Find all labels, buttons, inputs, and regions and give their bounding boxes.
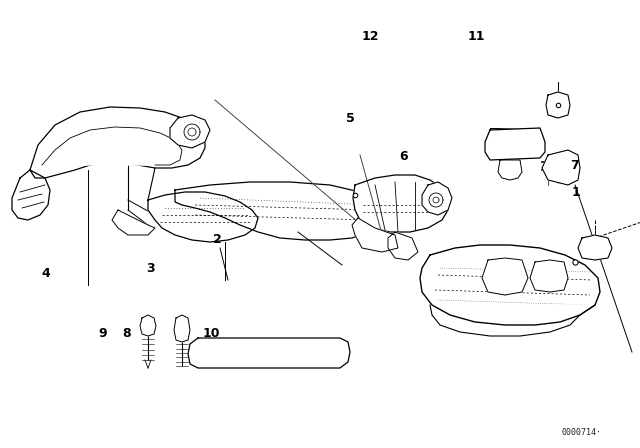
Polygon shape (12, 170, 50, 220)
Polygon shape (422, 182, 452, 215)
Text: 5: 5 (346, 112, 355, 125)
Text: 12: 12 (361, 30, 379, 43)
Text: 1: 1 (572, 186, 580, 199)
Text: 0000714·: 0000714· (562, 427, 602, 436)
Polygon shape (546, 92, 570, 118)
Text: 8: 8 (122, 327, 131, 340)
Polygon shape (148, 192, 258, 242)
Polygon shape (430, 305, 595, 336)
Polygon shape (353, 175, 448, 232)
Polygon shape (170, 115, 210, 148)
Polygon shape (542, 150, 580, 185)
Polygon shape (30, 107, 205, 178)
Polygon shape (175, 182, 385, 240)
Polygon shape (498, 160, 522, 180)
Polygon shape (352, 218, 398, 252)
Polygon shape (188, 338, 350, 368)
Text: 9: 9 (98, 327, 107, 340)
Polygon shape (482, 258, 528, 295)
Text: 3: 3 (146, 262, 155, 276)
Polygon shape (388, 232, 418, 260)
Text: 6: 6 (399, 150, 408, 164)
Polygon shape (530, 260, 568, 292)
Text: 7: 7 (570, 159, 579, 172)
Polygon shape (420, 245, 600, 325)
Text: 4: 4 (42, 267, 51, 280)
Polygon shape (485, 128, 545, 160)
Polygon shape (174, 315, 190, 342)
Text: 11: 11 (468, 30, 486, 43)
Polygon shape (112, 210, 155, 235)
Text: 10: 10 (202, 327, 220, 340)
Polygon shape (578, 235, 612, 260)
Polygon shape (140, 315, 156, 336)
Text: 2: 2 (213, 233, 222, 246)
Polygon shape (42, 127, 182, 165)
